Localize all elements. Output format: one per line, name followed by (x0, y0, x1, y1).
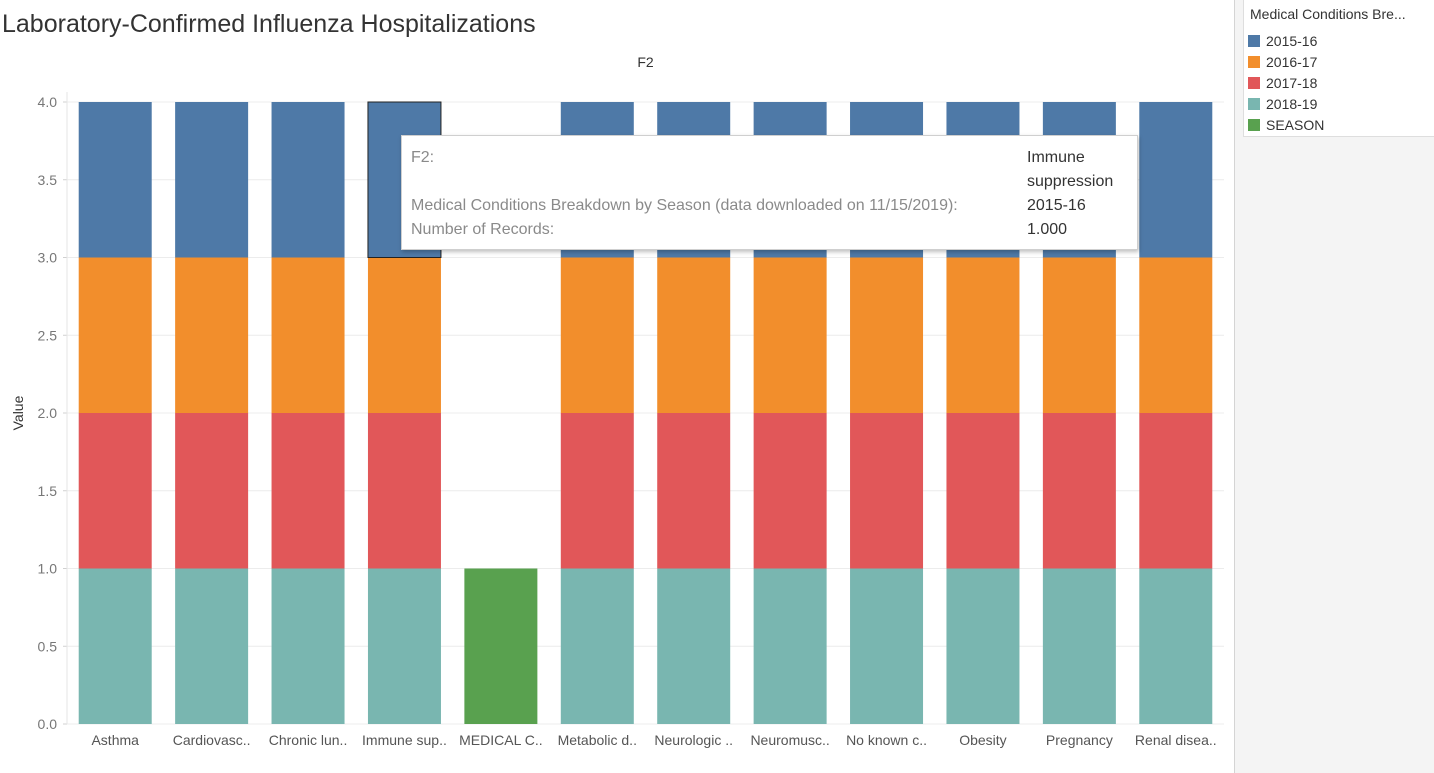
y-tick-label: 3.5 (38, 172, 58, 188)
legend-item-season[interactable]: SEASON (1248, 116, 1324, 134)
legend-swatch (1248, 119, 1260, 131)
tooltip-key: Number of Records: (411, 221, 555, 238)
bar-segment-2016-17[interactable] (850, 257, 924, 414)
bar-segment-2017-18[interactable] (850, 413, 924, 569)
tooltip-key: F2: (411, 149, 435, 166)
tooltip-key: Medical Conditions Breakdown by Season (… (411, 197, 958, 214)
bar-segment-2016-17[interactable] (946, 257, 1020, 414)
bar-segment-2018-19[interactable] (1042, 568, 1116, 725)
x-tick-label: Metabolic d.. (558, 732, 637, 748)
legend-swatch (1248, 77, 1260, 89)
bar-segment-2015-16[interactable] (175, 102, 249, 258)
bar-segment-2018-19[interactable] (367, 568, 441, 725)
bar-segment-2016-17[interactable] (78, 257, 152, 414)
y-tick-label: 4.0 (38, 94, 58, 110)
bar-segment-2015-16[interactable] (1139, 102, 1213, 258)
x-tick-label: Asthma (91, 732, 139, 748)
tooltip-value: Immune suppression (1027, 149, 1114, 190)
x-tick-label: MEDICAL C.. (459, 732, 543, 748)
bar-segment-2018-19[interactable] (850, 568, 924, 725)
x-tick-label: Neurologic .. (654, 732, 733, 748)
bar-segment-2017-18[interactable] (657, 413, 731, 569)
bar-segment-2017-18[interactable] (560, 413, 634, 569)
x-tick-label: Cardiovasc.. (173, 732, 251, 748)
bar-segment-2018-19[interactable] (657, 568, 731, 725)
legend-swatch (1248, 98, 1260, 110)
x-tick-label: Renal disea.. (1135, 732, 1217, 748)
bar-segment-2016-17[interactable] (753, 257, 827, 414)
bar-segment-2016-17[interactable] (271, 257, 345, 414)
bar-segment-2018-19[interactable] (175, 568, 249, 725)
tooltip-value: 2015-16 (1027, 197, 1086, 214)
legend-item-2016-17[interactable]: 2016-17 (1248, 53, 1317, 71)
bar-segment-2017-18[interactable] (753, 413, 827, 569)
legend-label: 2018-19 (1266, 96, 1318, 112)
bar-segment-2018-19[interactable] (946, 568, 1020, 725)
tooltip-value: 1.000 (1027, 221, 1068, 238)
bar-segment-2017-18[interactable] (1042, 413, 1116, 569)
legend-label: SEASON (1266, 117, 1325, 133)
bar-segment-2017-18[interactable] (78, 413, 152, 569)
legend: Medical Conditions Bre... 2015-16 2016-1… (1243, 0, 1434, 137)
legend-swatch (1248, 35, 1260, 47)
bar-segment-2016-17[interactable] (367, 257, 441, 414)
bar-segment-season[interactable] (464, 568, 538, 725)
bar-segment-2015-16[interactable] (271, 102, 345, 258)
bar-segment-2015-16[interactable] (78, 102, 152, 258)
y-tick-label: 2.5 (38, 327, 58, 343)
y-tick-label: 1.5 (38, 483, 58, 499)
x-tick-label: Pregnancy (1046, 732, 1113, 748)
legend-swatch (1248, 56, 1260, 68)
bar-segment-2016-17[interactable] (560, 257, 634, 414)
page-title: Laboratory-Confirmed Influenza Hospitali… (2, 10, 536, 38)
x-tick-label: Obesity (959, 732, 1006, 748)
legend-label: 2017-18 (1266, 75, 1318, 91)
x-tick-label: Chronic lun.. (269, 732, 348, 748)
bar-segment-2018-19[interactable] (753, 568, 827, 725)
bar-segment-2018-19[interactable] (78, 568, 152, 725)
bar-segment-2018-19[interactable] (1139, 568, 1213, 725)
bar-segment-2016-17[interactable] (1139, 257, 1213, 414)
legend-panel: Medical Conditions Bre... 2015-16 2016-1… (1234, 0, 1434, 773)
x-tick-label: Immune sup.. (362, 732, 447, 748)
y-tick-label: 0.0 (38, 716, 58, 732)
y-tick-label: 3.0 (38, 250, 58, 266)
bar-segment-2018-19[interactable] (271, 568, 345, 725)
x-tick-label: Neuromusc.. (750, 732, 829, 748)
stacked-bar-chart: F2 0.0 0.5 1.0 1.5 2.0 2.5 3.0 3.5 4.0 Value Asthma… (10, 54, 1224, 748)
legend-label: 2016-17 (1266, 54, 1318, 70)
legend-item-2017-18[interactable]: 2017-18 (1248, 74, 1317, 92)
column-header: F2 (637, 54, 654, 70)
bar-segment-2017-18[interactable] (367, 413, 441, 569)
bar-segment-2016-17[interactable] (1042, 257, 1116, 414)
tooltip: F2: Immune suppression Medical Condition… (401, 135, 1138, 250)
bar-segment-2017-18[interactable] (1139, 413, 1213, 569)
bar-segment-2018-19[interactable] (560, 568, 634, 725)
legend-title[interactable]: Medical Conditions Bre... (1250, 6, 1406, 22)
bar-segment-2016-17[interactable] (175, 257, 249, 414)
legend-item-2015-16[interactable]: 2015-16 (1248, 32, 1317, 50)
y-tick-label: 2.0 (38, 405, 58, 421)
bar-segment-2017-18[interactable] (271, 413, 345, 569)
bar-segment-2016-17[interactable] (657, 257, 731, 414)
bar-segment-2017-18[interactable] (946, 413, 1020, 569)
x-tick-label: No known c.. (846, 732, 927, 748)
y-axis-label: Value (10, 395, 26, 430)
legend-label: 2015-16 (1266, 33, 1318, 49)
legend-item-2018-19[interactable]: 2018-19 (1248, 95, 1317, 113)
y-tick-label: 1.0 (38, 561, 58, 577)
y-tick-label: 0.5 (38, 638, 58, 654)
bar-segment-2017-18[interactable] (175, 413, 249, 569)
